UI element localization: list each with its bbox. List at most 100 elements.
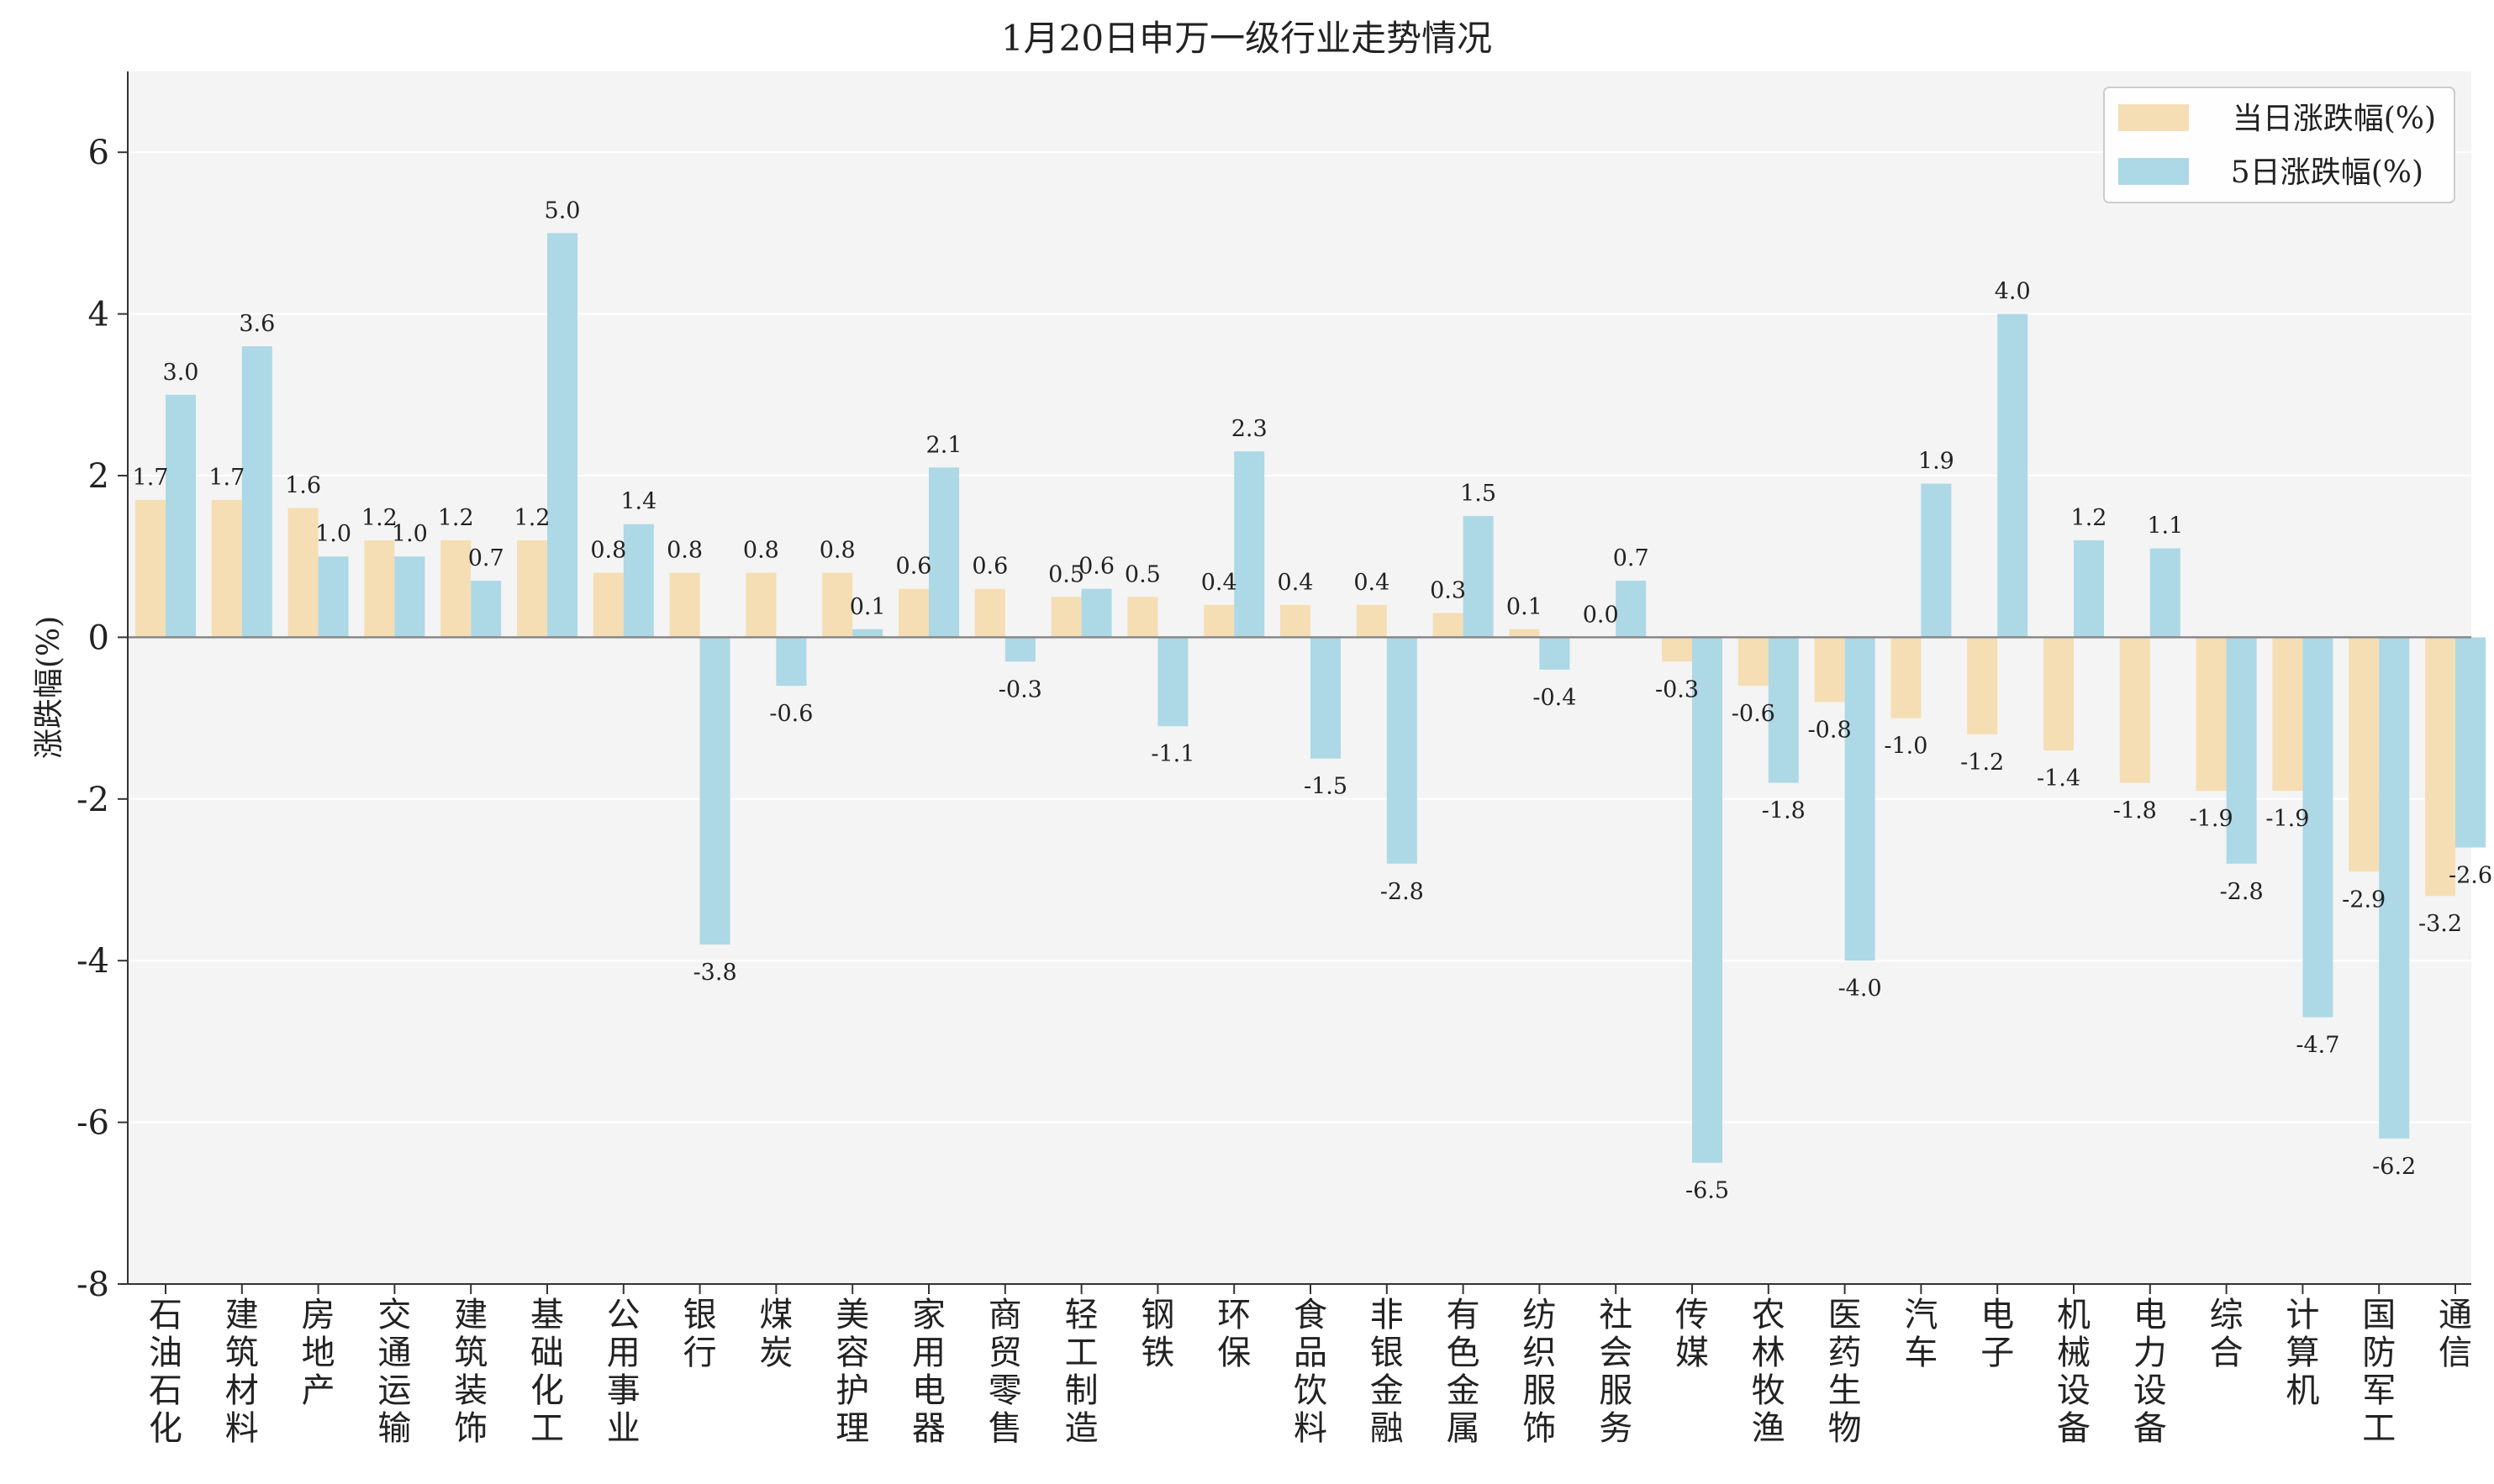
data-label-daily: 1.2 [438,505,474,531]
x-tick-label: 石 [149,1296,182,1334]
data-label-5day: -2.8 [2220,879,2264,905]
x-tick-label: 筑 [454,1334,488,1372]
x-tick-label: 服 [1522,1371,1556,1410]
x-tick-label: 综 [2210,1296,2244,1334]
data-label-daily: -3.2 [2418,911,2462,937]
bar-5day [471,581,501,637]
bar-5day [242,346,272,637]
legend-swatch-5day [2118,158,2189,185]
data-label-5day: -0.4 [1532,685,1576,711]
bar-5day [1157,637,1188,726]
x-tick-label: 药 [1828,1334,1862,1372]
data-label-5day: 0.6 [1078,554,1115,580]
x-tick-label: 贸 [989,1334,1022,1372]
data-label-5day: -2.6 [2449,863,2492,889]
x-tick-label: 油 [149,1334,182,1372]
x-tick-label: 汽 [1904,1296,1938,1334]
data-label-5day: 5.0 [545,197,581,224]
data-label-daily: -0.3 [1655,676,1699,703]
data-label-daily: -1.9 [2265,806,2309,832]
legend-label-daily: 当日涨跌幅(%) [2233,102,2436,136]
data-label-5day: 3.0 [163,360,199,386]
bar-daily [746,572,776,637]
x-tick-label: 建 [225,1296,259,1334]
data-label-5day: -0.3 [999,676,1042,703]
x-tick-label: 造 [1065,1409,1099,1448]
data-label-5day: 4.0 [1995,279,2031,305]
x-tick-label: 用 [912,1334,946,1372]
x-tick-label: 料 [1294,1409,1327,1448]
y-tick-label: -8 [76,1266,109,1304]
x-tick-label: 物 [1828,1409,1862,1448]
y-tick-label: 2 [88,457,109,496]
data-label-daily: -1.8 [2113,798,2157,824]
bar-daily [1280,605,1310,637]
y-axis-label: 涨跌幅(%) [32,616,66,759]
x-tick-label: 备 [2133,1409,2167,1448]
bar-5day [2455,637,2486,847]
x-tick-label: 织 [1522,1334,1556,1372]
x-tick-label: 生 [1828,1371,1862,1410]
data-label-daily: 0.6 [972,554,1008,580]
x-tick-label: 设 [2057,1371,2091,1410]
bar-5day [547,233,577,637]
x-tick-label: 械 [2057,1334,2091,1372]
x-tick-label: 子 [1980,1334,2014,1372]
data-label-daily: -1.4 [2037,766,2080,792]
bar-5day [1845,637,1875,960]
data-label-5day: -1.1 [1151,741,1194,767]
x-tick-label: 备 [2057,1409,2091,1448]
data-label-daily: 0.6 [896,554,932,580]
legend: 当日涨跌幅(%) 5日涨跌幅(%) [2104,87,2454,203]
x-tick-label: 基 [530,1296,564,1334]
bar-5day [1310,637,1341,758]
x-tick-label: 化 [149,1409,182,1448]
x-tick-label: 装 [454,1371,488,1410]
data-label-daily: 1.7 [208,465,245,491]
x-tick-label: 交 [377,1296,411,1334]
bar-5day [1082,589,1112,638]
x-tick-label: 色 [1447,1334,1480,1372]
bar-5day [1539,637,1569,669]
data-label-5day: -1.5 [1304,774,1347,800]
bar-daily [2272,637,2302,791]
x-tick-label: 银 [1370,1334,1404,1372]
x-tick-label: 料 [225,1409,259,1448]
bar-daily [212,500,242,638]
data-label-5day: -4.7 [2296,1033,2339,1059]
x-tick-label: 信 [2439,1334,2472,1372]
x-tick-label: 石 [149,1371,182,1410]
bar-daily [975,589,1005,638]
bar-5day [852,629,883,638]
data-label-5day: 1.4 [620,489,656,515]
x-tick-label: 林 [1752,1334,1785,1372]
x-tick-label: 力 [2133,1334,2167,1372]
data-label-daily: -1.9 [2190,806,2233,832]
x-tick-label: 用 [607,1334,641,1372]
legend-label-5day: 5日涨跌幅(%) [2231,155,2423,190]
data-label-daily: -1.2 [1960,750,2004,776]
y-tick-label: -6 [76,1104,109,1143]
x-tick-label: 钢 [1141,1296,1174,1334]
x-tick-label: 零 [989,1371,1022,1410]
x-tick-label: 轻 [1065,1296,1099,1334]
data-label-daily: -1.0 [1884,734,1927,760]
data-label-daily: 0.8 [820,537,856,563]
data-label-daily: 0.8 [667,537,703,563]
x-tick-label: 商 [989,1296,1022,1334]
x-tick-label: 社 [1599,1296,1632,1334]
x-tick-label: 电 [912,1371,946,1410]
y-tick-label: -4 [76,942,109,981]
x-tick-label: 地 [302,1334,335,1372]
data-label-daily: 0.8 [590,537,626,563]
bar-5day [1005,637,1036,661]
x-tick-label: 输 [377,1409,411,1448]
y-tick-label: 0 [88,618,109,657]
data-label-5day: -4.0 [1838,976,1882,1002]
x-tick-label: 产 [302,1371,335,1410]
x-tick-label: 计 [2286,1296,2319,1334]
bar-5day [1463,516,1494,637]
bar-daily [593,572,624,637]
bar-daily [2120,637,2150,782]
